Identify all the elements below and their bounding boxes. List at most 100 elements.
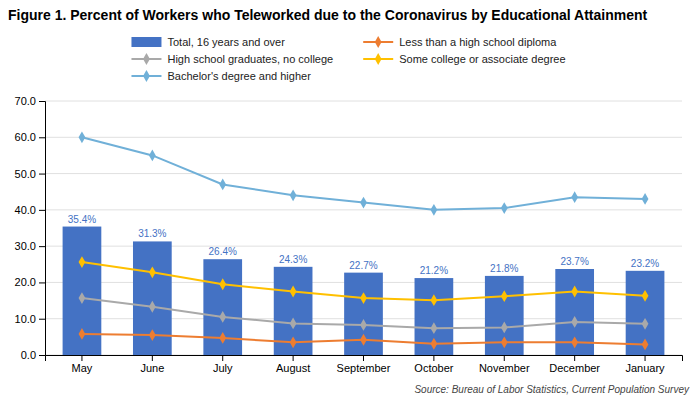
y-tick: 40.0: [15, 204, 45, 216]
x-tick: November: [479, 355, 530, 374]
data-label: 31.3%: [138, 228, 166, 239]
legend-item: Less than a high school diploma: [363, 36, 557, 48]
y-tick: 60.0: [15, 131, 45, 143]
bar: [63, 227, 102, 355]
y-tick-mark: [39, 355, 45, 356]
bar-series: [63, 227, 665, 355]
x-tick-mark: [152, 355, 153, 361]
point: [571, 316, 578, 328]
point: [642, 339, 649, 351]
x-tick-label: October: [414, 362, 453, 374]
y-tick: 10.0: [15, 313, 45, 325]
x-axis: May June July August September October Novembe…: [46, 355, 683, 374]
point: [79, 328, 86, 340]
point: [219, 311, 226, 323]
data-labels: 35.4%31.3%26.4%24.3%22.7%21.2%21.8%23.7%…: [68, 214, 660, 277]
y-tick-mark: [39, 246, 45, 247]
point: [571, 286, 578, 298]
bar: [203, 259, 242, 355]
y-tick: 70.0: [15, 95, 45, 107]
y-tick-label: 10.0: [15, 313, 36, 325]
y-tick-mark: [39, 282, 45, 283]
data-label: 22.7%: [349, 260, 377, 271]
legend-item: Total, 16 years and over: [131, 36, 285, 48]
legend-label: High school graduates, no college: [167, 53, 333, 65]
x-tick-mark: [81, 355, 82, 361]
x-tick: January: [625, 355, 665, 374]
x-tick: December: [549, 355, 600, 374]
x-tick-label: July: [213, 362, 233, 374]
point: [79, 256, 86, 268]
legend-marker: [143, 53, 150, 65]
y-tick-mark: [39, 137, 45, 138]
legend-marker: [375, 53, 382, 65]
line-series: [79, 328, 649, 350]
grid-line: [45, 101, 682, 102]
point: [430, 338, 437, 350]
x-tick: September: [337, 355, 391, 374]
y-tick: 30.0: [15, 240, 45, 252]
point: [360, 334, 367, 346]
source: Source: Bureau of Labor Statistics, Curr…: [414, 384, 690, 395]
legend-label: Total, 16 years and over: [167, 36, 285, 48]
point: [642, 290, 649, 302]
y-tick: 20.0: [15, 276, 45, 288]
x-tick-label: August: [276, 362, 310, 374]
data-label: 23.7%: [560, 256, 588, 267]
point: [149, 301, 156, 313]
x-tick: May: [72, 355, 93, 374]
y-axis-line: [39, 102, 46, 356]
line-series: [79, 131, 649, 215]
point: [642, 193, 649, 205]
x-tick-mark: [222, 355, 223, 361]
data-label: 21.8%: [490, 263, 518, 274]
point: [501, 202, 508, 214]
x-tick-mark: [645, 355, 646, 361]
point: [79, 292, 86, 304]
legend-swatch: [131, 37, 161, 47]
x-tick: October: [414, 355, 453, 374]
y-tick-label: 60.0: [15, 131, 36, 143]
y-tick-label: 20.0: [15, 276, 36, 288]
data-label: 23.2%: [631, 258, 659, 269]
x-tick-label: December: [549, 362, 600, 374]
point: [219, 278, 226, 290]
point: [430, 322, 437, 334]
title-line: Figure 1. Percent of Workers who Telewor…: [8, 7, 648, 23]
legend: Total, 16 years and over Less than a high…: [131, 36, 565, 82]
y-tick: 50.0: [15, 168, 45, 180]
data-label: 26.4%: [209, 246, 237, 257]
point: [360, 319, 367, 331]
point: [290, 318, 297, 330]
grid-line: [45, 137, 682, 138]
x-tick-mark: [574, 355, 575, 361]
bar: [133, 241, 172, 355]
data-label: 21.2%: [420, 265, 448, 276]
point: [360, 292, 367, 304]
x-tick: August: [276, 355, 310, 374]
x-tick-label: September: [337, 362, 391, 374]
point: [430, 294, 437, 306]
legend-label: Some college or associate degree: [399, 53, 565, 65]
point: [79, 131, 86, 143]
y-tick-label: 30.0: [15, 240, 36, 252]
legend-item: Bachelor's degree and higher: [131, 70, 311, 82]
x-tick: June: [140, 355, 164, 374]
y-tick-mark: [39, 319, 45, 320]
y-tick-mark: [39, 210, 45, 211]
legend-item: Some college or associate degree: [363, 53, 565, 65]
y-tick-label: 40.0: [15, 204, 36, 216]
y-tick: 0.0: [21, 349, 45, 361]
x-axis-line: [46, 356, 683, 362]
point: [571, 191, 578, 203]
y-tick-mark: [39, 101, 45, 102]
point: [430, 204, 437, 216]
grid-line: [45, 209, 682, 210]
point: [642, 318, 649, 330]
point: [149, 329, 156, 341]
point: [501, 336, 508, 348]
point: [149, 150, 156, 162]
legend-label: Less than a high school diploma: [399, 36, 557, 48]
y-axis: 0.0 10.0 20.0 30.0 40.0 50.0 60.0 70.0: [15, 95, 46, 361]
marks: [63, 131, 665, 355]
